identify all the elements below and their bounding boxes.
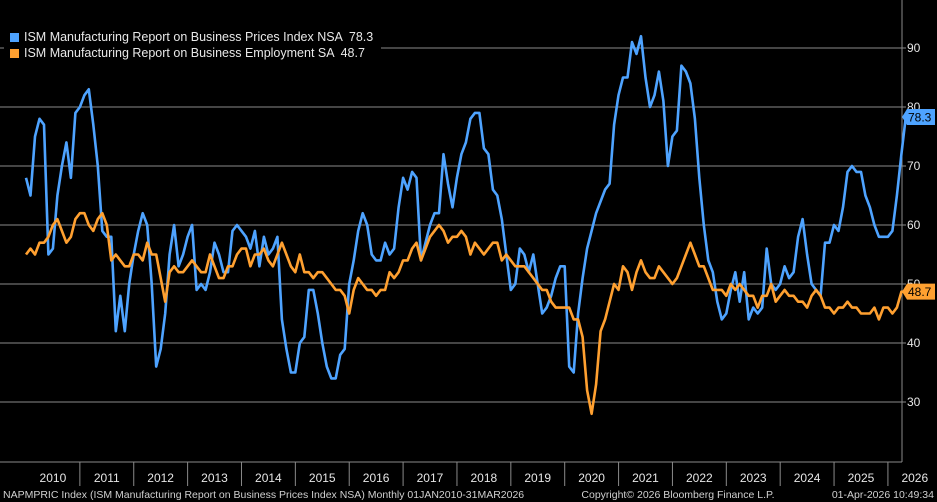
last-value-tag-employment — [902, 283, 935, 300]
x-tick-label-2019: 2019 — [524, 471, 551, 485]
line-chart: 3040506070809020102011201220132014201520… — [0, 0, 937, 488]
x-tick-label-2020: 2020 — [578, 471, 605, 485]
x-tick-label-2025: 2025 — [848, 471, 875, 485]
legend-item-prices: ISM Manufacturing Report on Business Pri… — [10, 29, 373, 45]
last-value-label-employment: 48.7 — [908, 285, 932, 299]
x-tick-label-2018: 2018 — [471, 471, 498, 485]
series-line-employment — [24, 211, 906, 416]
x-tick-label-2026: 2026 — [901, 471, 928, 485]
y-tick-label-70: 70 — [907, 159, 921, 173]
legend-item-employment: ISM Manufacturing Report on Business Emp… — [10, 45, 373, 61]
x-tick-label-2017: 2017 — [417, 471, 444, 485]
legend: ISM Manufacturing Report on Business Pri… — [4, 25, 382, 65]
x-tick-label-2011: 2011 — [94, 471, 120, 485]
x-tick-label-2016: 2016 — [363, 471, 390, 485]
x-tick-label-2013: 2013 — [201, 471, 228, 485]
y-tick-label-90: 90 — [907, 41, 921, 55]
y-tick-label-30: 30 — [907, 395, 921, 409]
legend-label-prices: ISM Manufacturing Report on Business Pri… — [24, 30, 343, 44]
x-tick-label-2014: 2014 — [255, 471, 282, 485]
footer: NAPMPRIC Index (ISM Manufacturing Report… — [0, 488, 937, 502]
footer-copyright: Copyright© 2026 Bloomberg Finance L.P. — [581, 489, 775, 501]
legend-value-prices: 78.3 — [348, 30, 374, 44]
x-tick-label-2015: 2015 — [309, 471, 336, 485]
x-tick-label-2012: 2012 — [147, 471, 174, 485]
footer-timestamp: 01-Apr-2026 10:49:34 — [831, 489, 934, 501]
x-tick-label-2010: 2010 — [40, 471, 67, 485]
legend-value-employment: 48.7 — [340, 46, 365, 60]
legend-label-employment: ISM Manufacturing Report on Business Emp… — [24, 46, 335, 60]
last-value-label-prices: 78.3 — [908, 111, 932, 125]
x-tick-label-2021: 2021 — [632, 471, 659, 485]
legend-swatch-employment — [10, 48, 19, 58]
last-value-tag-prices — [902, 109, 935, 126]
x-tick-label-2024: 2024 — [794, 471, 821, 485]
x-tick-label-2022: 2022 — [686, 471, 713, 485]
x-tick-label-2023: 2023 — [740, 471, 767, 485]
y-tick-label-60: 60 — [907, 218, 921, 232]
legend-swatch-prices — [10, 32, 19, 42]
y-tick-label-40: 40 — [907, 336, 921, 350]
series-line-prices — [24, 34, 908, 380]
footer-source: NAPMPRIC Index (ISM Manufacturing Report… — [3, 489, 525, 501]
